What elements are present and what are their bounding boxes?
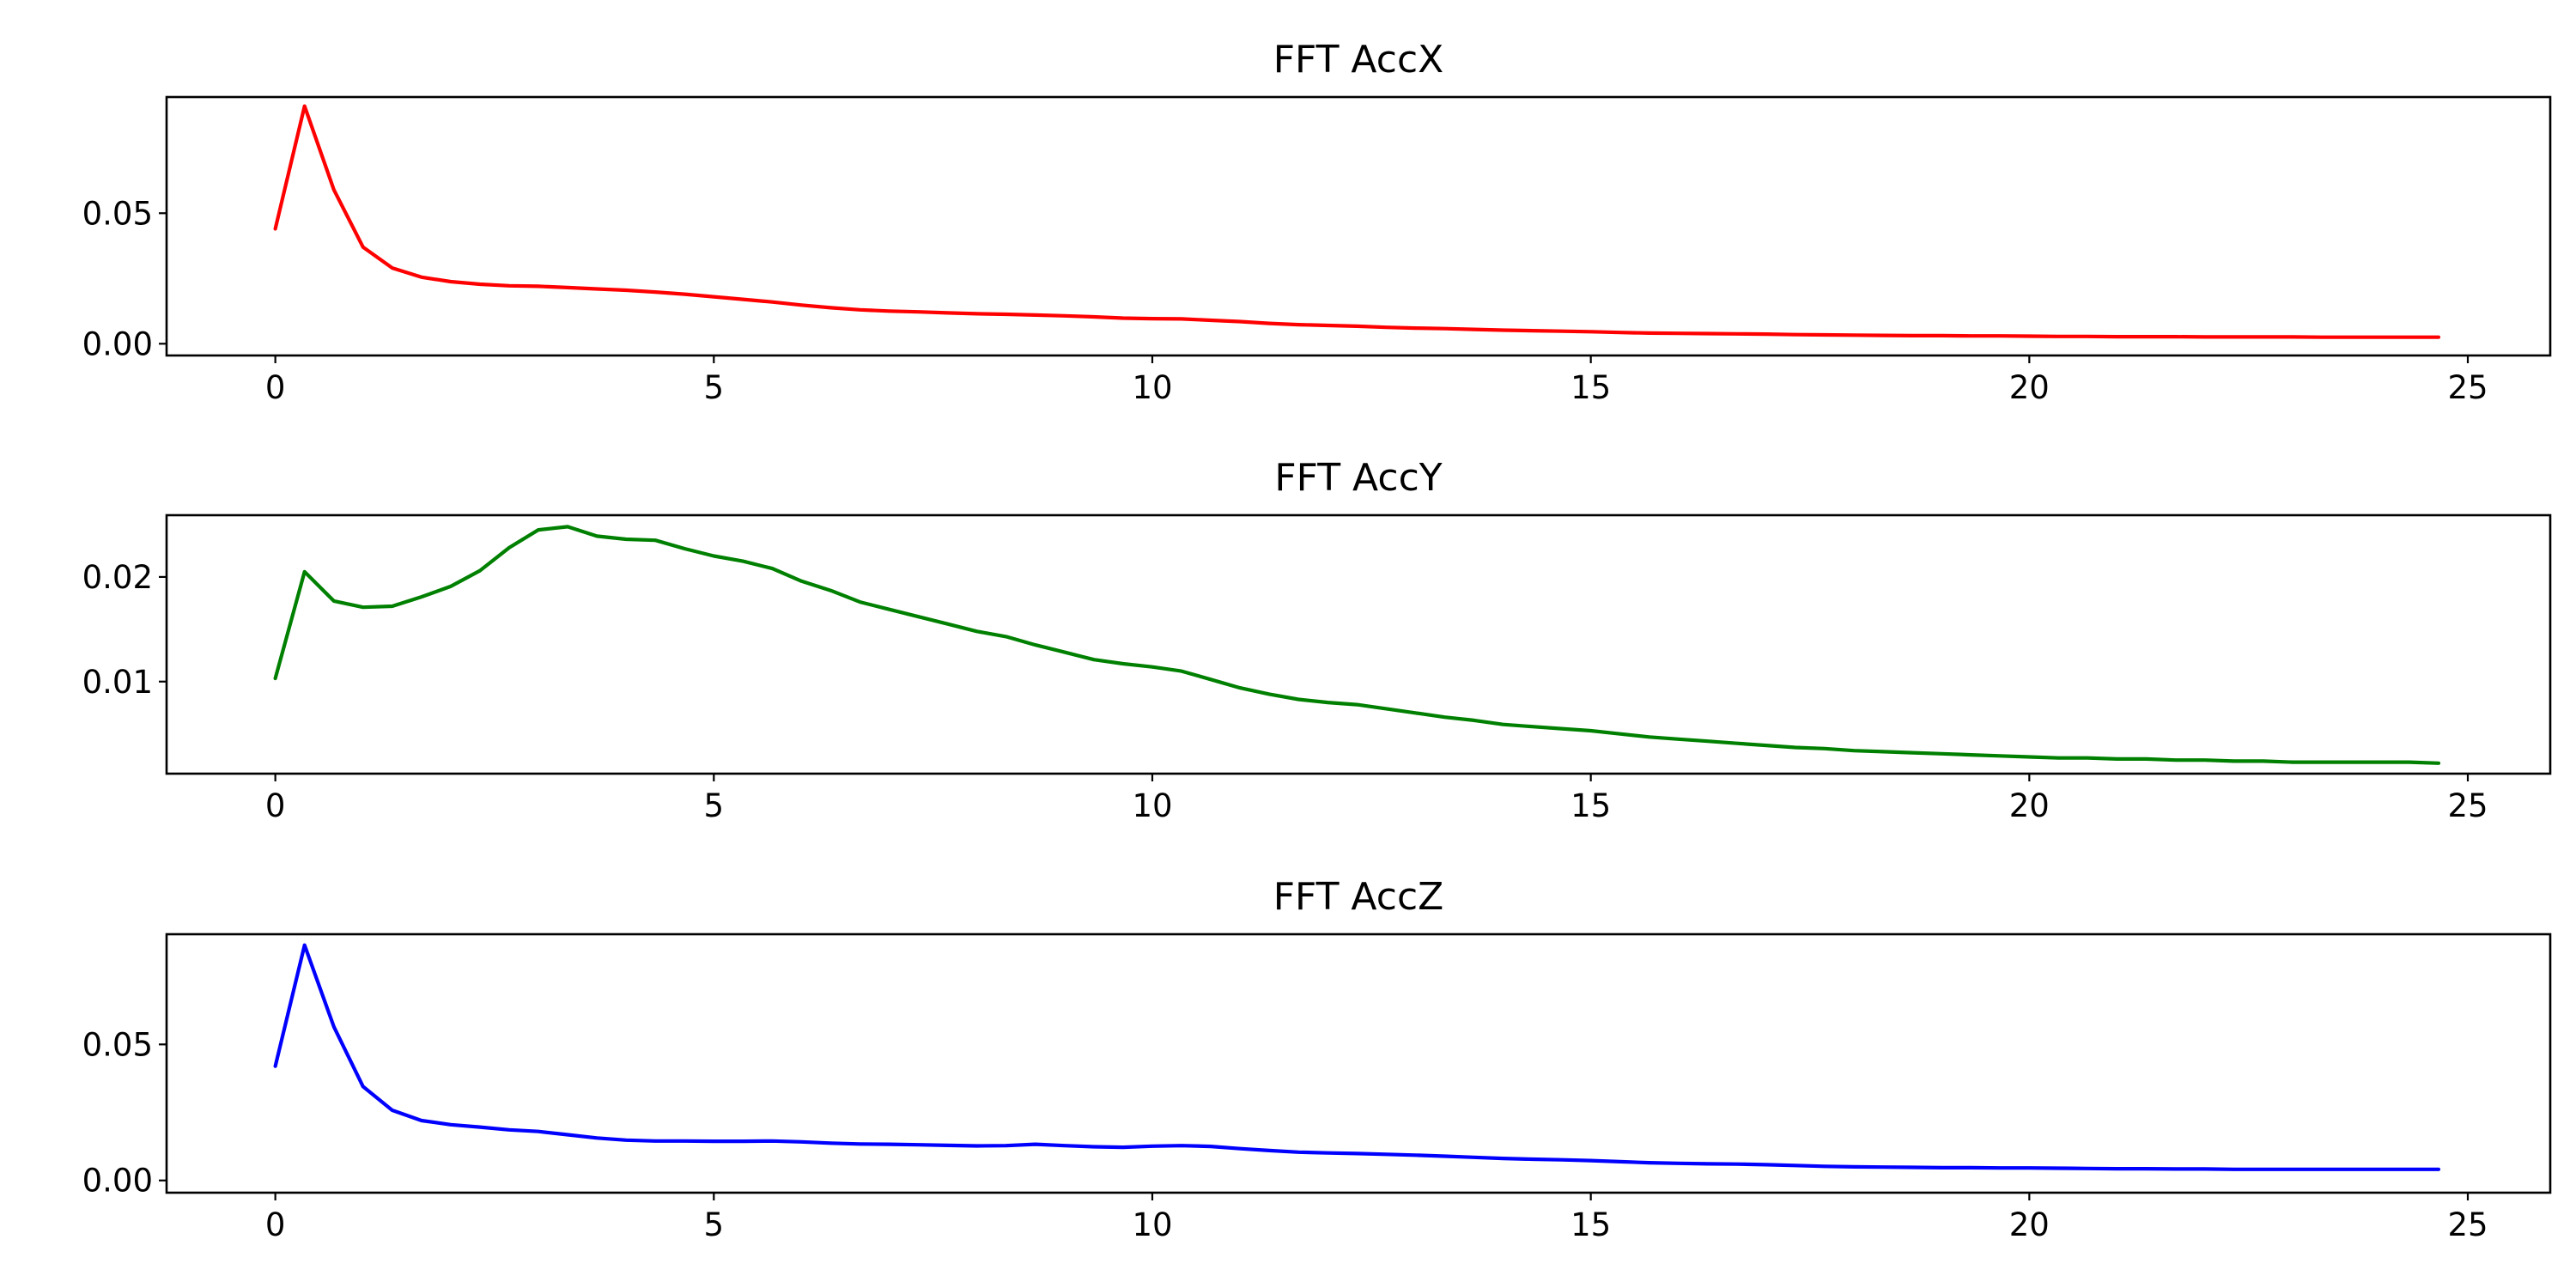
fft-accx-x-tick-label: 5	[704, 369, 725, 406]
fft-accz-ticks: 0 5 10 15 20 25 0.00 0.05	[82, 1026, 2488, 1243]
fft-accy-x-tick-label: 15	[1571, 787, 1611, 824]
fft-accz-line	[273, 943, 2441, 1171]
fft-accx-y-tick-label: 0.00	[82, 325, 153, 362]
fft-accx-x-tick-label: 0	[265, 369, 286, 406]
fft-accy-x-tick-label: 0	[265, 787, 286, 824]
fft-accy-y-tick-label: 0.02	[82, 559, 153, 596]
fft-accy-x-tick-label: 20	[2009, 787, 2050, 824]
fft-accy-x-tick-label: 5	[704, 787, 725, 824]
fft-accy-x-tick-label: 25	[2447, 787, 2488, 824]
fft-accy-line	[273, 525, 2441, 765]
fft-accy-y-tick-label: 0.01	[82, 664, 153, 701]
fft-accz-panel: FFT AccZ 0 5 10 15 20 25 0.00 0.05	[82, 875, 2552, 1243]
fft-accy-title: FFT AccY	[1274, 456, 1442, 500]
fft-accx-title: FFT AccX	[1273, 38, 1444, 82]
fft-accy-axes-frame	[165, 513, 2552, 775]
fft-accx-x-tick-label: 25	[2447, 369, 2488, 406]
fft-accx-x-tick-label: 15	[1571, 369, 1611, 406]
fft-accz-title: FFT AccZ	[1273, 875, 1444, 919]
fft-accx-x-tick-label: 20	[2009, 369, 2050, 406]
fft-accz-x-tick-label: 20	[2009, 1206, 2050, 1243]
fft-accz-x-tick-label: 15	[1571, 1206, 1611, 1243]
fft-accx-axes-frame	[165, 95, 2552, 357]
fft-accz-x-tick-label: 10	[1132, 1206, 1172, 1243]
fft-accx-panel: FFT AccX 0 5 10 15 20 25 0.00 0.05	[82, 38, 2552, 406]
fft-accx-y-tick-label: 0.05	[82, 195, 153, 232]
fft-accz-y-tick-label: 0.00	[82, 1163, 153, 1200]
fft-accy-x-tick-label: 10	[1132, 787, 1172, 824]
fft-accx-ticks: 0 5 10 15 20 25 0.00 0.05	[82, 195, 2488, 406]
fft-accz-y-tick-label: 0.05	[82, 1026, 153, 1063]
fft-accy-panel: FFT AccY 0 5 10 15 20 25 0.01 0.02	[82, 456, 2552, 824]
fft-accz-x-tick-label: 5	[704, 1206, 725, 1243]
fft-accy-ticks: 0 5 10 15 20 25 0.01 0.02	[82, 559, 2488, 824]
fft-accz-axes-frame	[165, 933, 2552, 1194]
fft-accx-line	[273, 104, 2441, 339]
fft-accx-x-tick-label: 10	[1132, 369, 1172, 406]
fft-accz-x-tick-label: 25	[2447, 1206, 2488, 1243]
fft-accz-x-tick-label: 0	[265, 1206, 286, 1243]
